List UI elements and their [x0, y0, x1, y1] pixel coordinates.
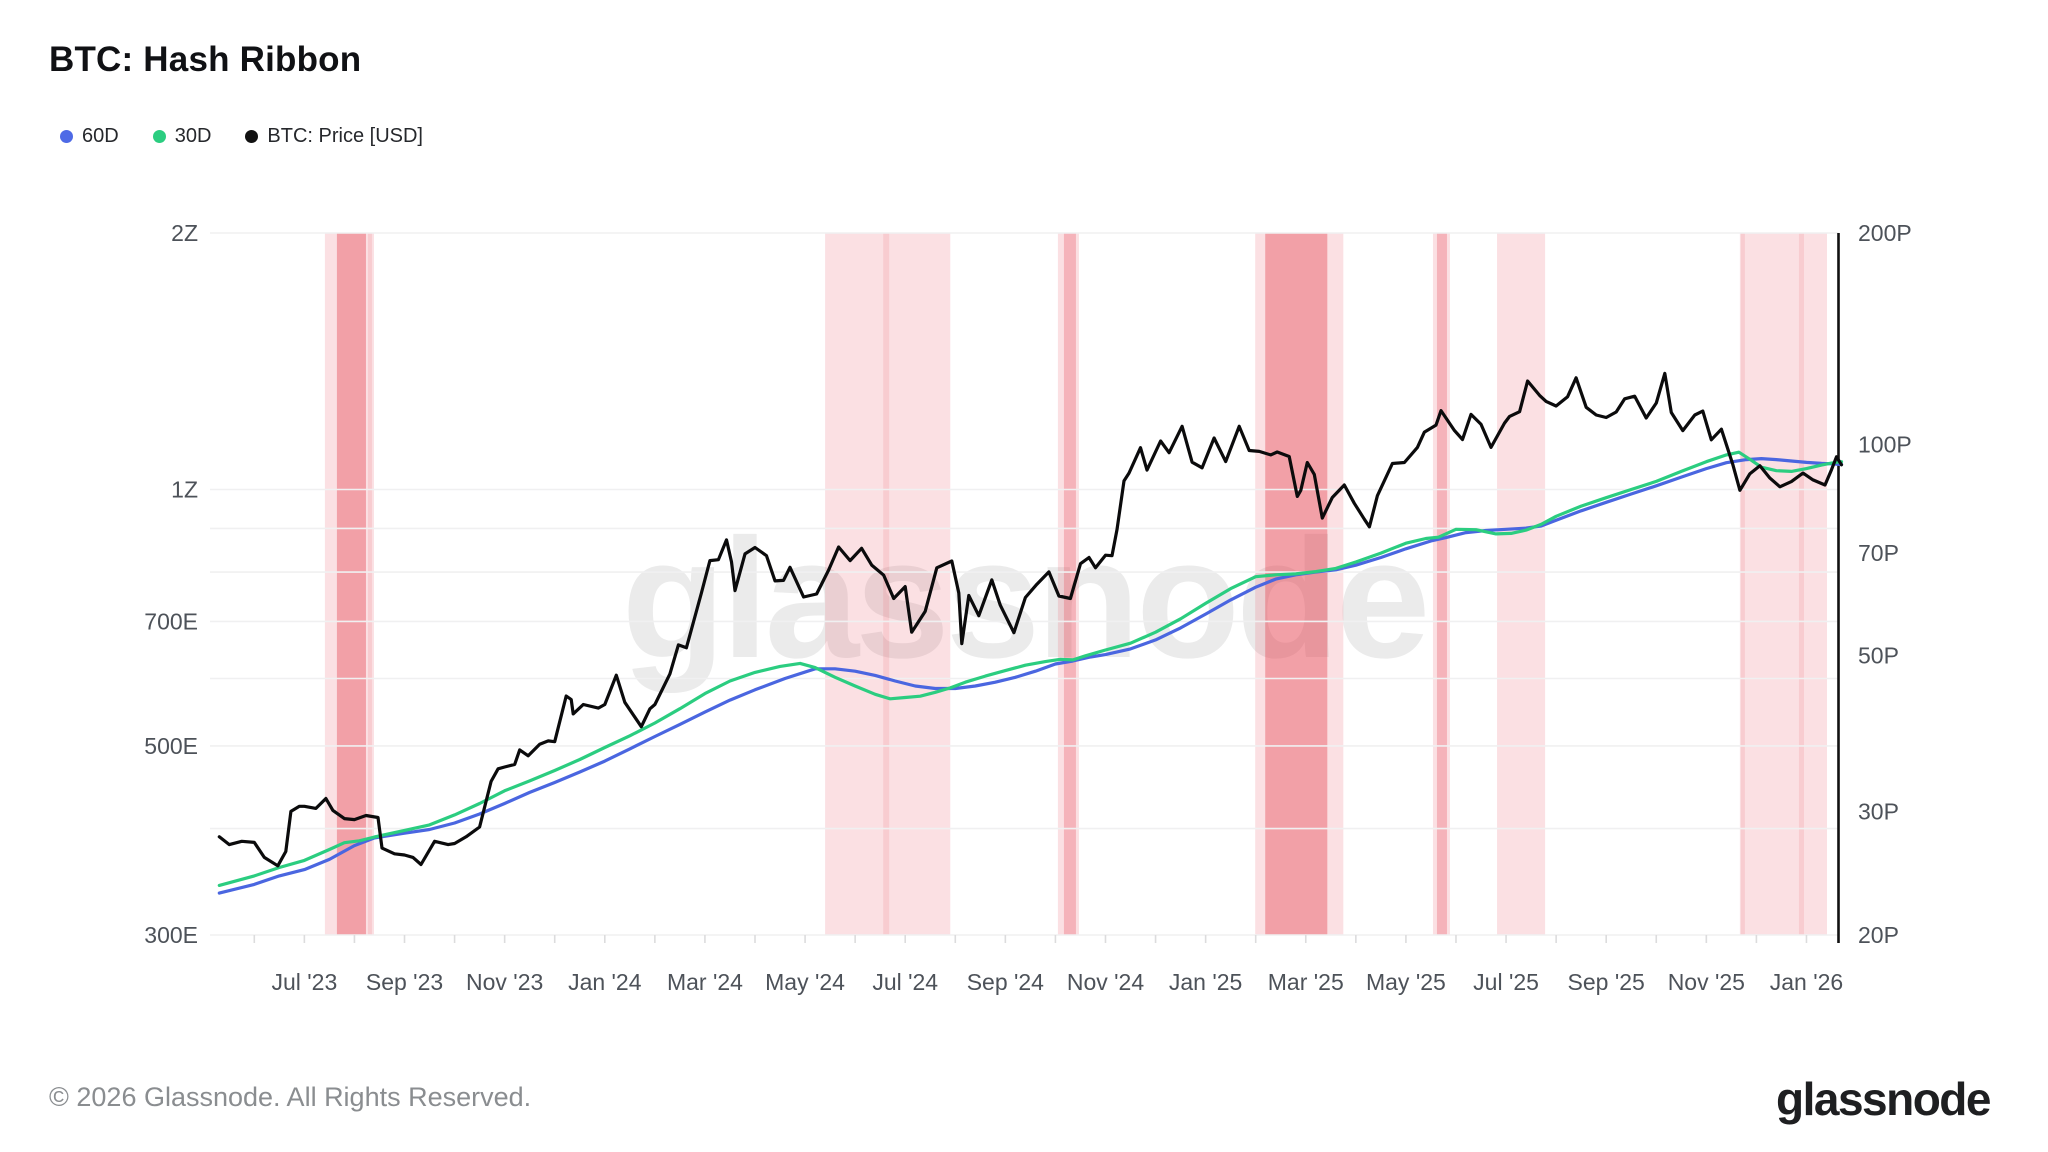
x-axis-label: Mar '24 — [667, 969, 743, 995]
x-axis-label: Jan '24 — [568, 969, 642, 995]
series-line-btc-price-usd-[interactable] — [217, 371, 1844, 868]
capitulation-band-stripe — [1740, 233, 1745, 935]
legend-item-price[interactable]: BTC: Price [USD] — [245, 125, 423, 148]
x-axis-label: Nov '25 — [1668, 969, 1745, 995]
legend-item-60d[interactable]: 60D — [60, 125, 119, 148]
x-axis-label: Sep '24 — [967, 969, 1044, 995]
right-axis-label: 20P — [1858, 922, 1899, 948]
series-line-30d[interactable] — [217, 450, 1844, 887]
left-axis-label: 2Z — [171, 220, 198, 246]
capitulation-band-dark — [1265, 233, 1328, 935]
capitulation-band-medium — [1063, 233, 1076, 935]
x-axis-label: May '24 — [765, 969, 845, 995]
glassnode-logo[interactable]: glassnode — [1775, 1073, 1992, 1125]
x-axis-label: Sep '25 — [1568, 969, 1645, 995]
x-axis-label: Nov '24 — [1067, 969, 1144, 995]
right-axis-label: 100P — [1858, 431, 1912, 457]
right-axis-label: 200P — [1858, 220, 1912, 246]
legend-dot-30d-icon — [152, 130, 166, 143]
capitulation-band-medium — [1436, 233, 1447, 935]
left-axis-label: 500E — [144, 733, 198, 759]
x-axis-label: May '25 — [1366, 969, 1446, 995]
capitulation-band-stripe — [367, 233, 372, 935]
capitulation-band-light — [1497, 233, 1546, 935]
left-axis-label: 700E — [144, 609, 198, 635]
right-axis-label: 50P — [1858, 643, 1899, 669]
page-title: BTC: Hash Ribbon — [49, 40, 362, 79]
x-axis-label: Jan '26 — [1770, 969, 1843, 995]
capitulation-band-light — [1255, 233, 1344, 935]
capitulation-band-light — [1057, 233, 1079, 935]
chart-legend: 60D 30D BTC: Price [USD] — [60, 125, 423, 148]
right-axis-label: 30P — [1858, 798, 1899, 824]
x-axis-label: Sep '23 — [366, 969, 443, 995]
legend-item-30d[interactable]: 30D — [152, 125, 212, 148]
capitulation-band-dark — [336, 233, 366, 935]
x-axis-label: Mar '25 — [1268, 969, 1344, 995]
left-axis-label: 300E — [144, 922, 198, 948]
capitulation-band-light — [1739, 233, 1827, 935]
x-axis-label: Nov '23 — [466, 969, 543, 995]
legend-label-60d: 60D — [82, 125, 119, 147]
right-axis-label: 70P — [1858, 540, 1899, 566]
footer-copyright: © 2026 Glassnode. All Rights Reserved. — [49, 1082, 532, 1112]
legend-label-30d: 30D — [174, 125, 212, 147]
x-axis-label: Jul '23 — [271, 969, 337, 995]
legend-dot-price-icon — [245, 130, 259, 143]
capitulation-band-stripe — [1798, 233, 1804, 935]
left-axis-label: 1Z — [171, 477, 198, 503]
legend-label-price: BTC: Price [USD] — [267, 125, 423, 147]
legend-dot-60d-icon — [60, 130, 73, 143]
x-axis-label: Jan '25 — [1169, 969, 1242, 995]
capitulation-band-light — [1432, 233, 1450, 935]
x-axis-label: Jul '25 — [1473, 969, 1539, 995]
series-line-60d[interactable] — [217, 457, 1844, 895]
x-axis-label: Jul '24 — [872, 969, 938, 995]
